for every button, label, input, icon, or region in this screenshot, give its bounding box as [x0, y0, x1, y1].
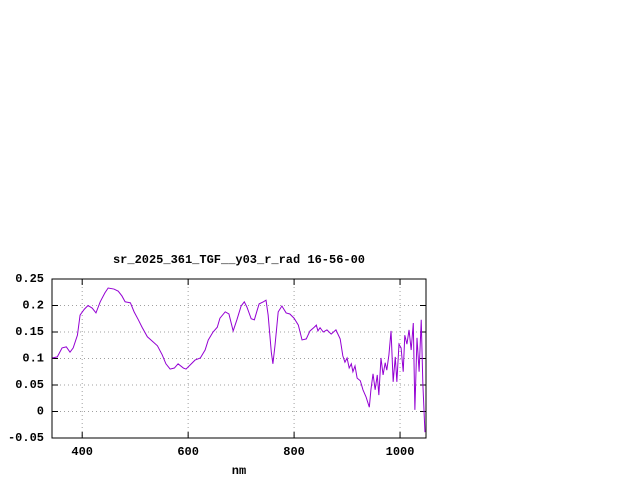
plot-border [51, 278, 427, 439]
x-tick-label: 400 [71, 445, 93, 459]
x-tick-label: 600 [177, 445, 199, 459]
y-tick-label: -0.05 [8, 431, 44, 445]
y-tick-label: 0.05 [15, 378, 44, 392]
y-tick-label: 0.15 [15, 325, 44, 339]
y-tick-label: 0.25 [15, 272, 44, 286]
x-tick-label: 1000 [386, 445, 415, 459]
x-tick-label: 800 [283, 445, 305, 459]
y-tick-label: 0.1 [22, 352, 44, 366]
y-tick-label: 0 [37, 405, 44, 419]
chart-title: sr_2025_361_TGF__y03_r_rad 16-56-00 [113, 253, 365, 267]
data-line [51, 287, 426, 433]
x-axis-label: nm [232, 464, 246, 478]
y-tick-label: 0.2 [22, 299, 44, 313]
